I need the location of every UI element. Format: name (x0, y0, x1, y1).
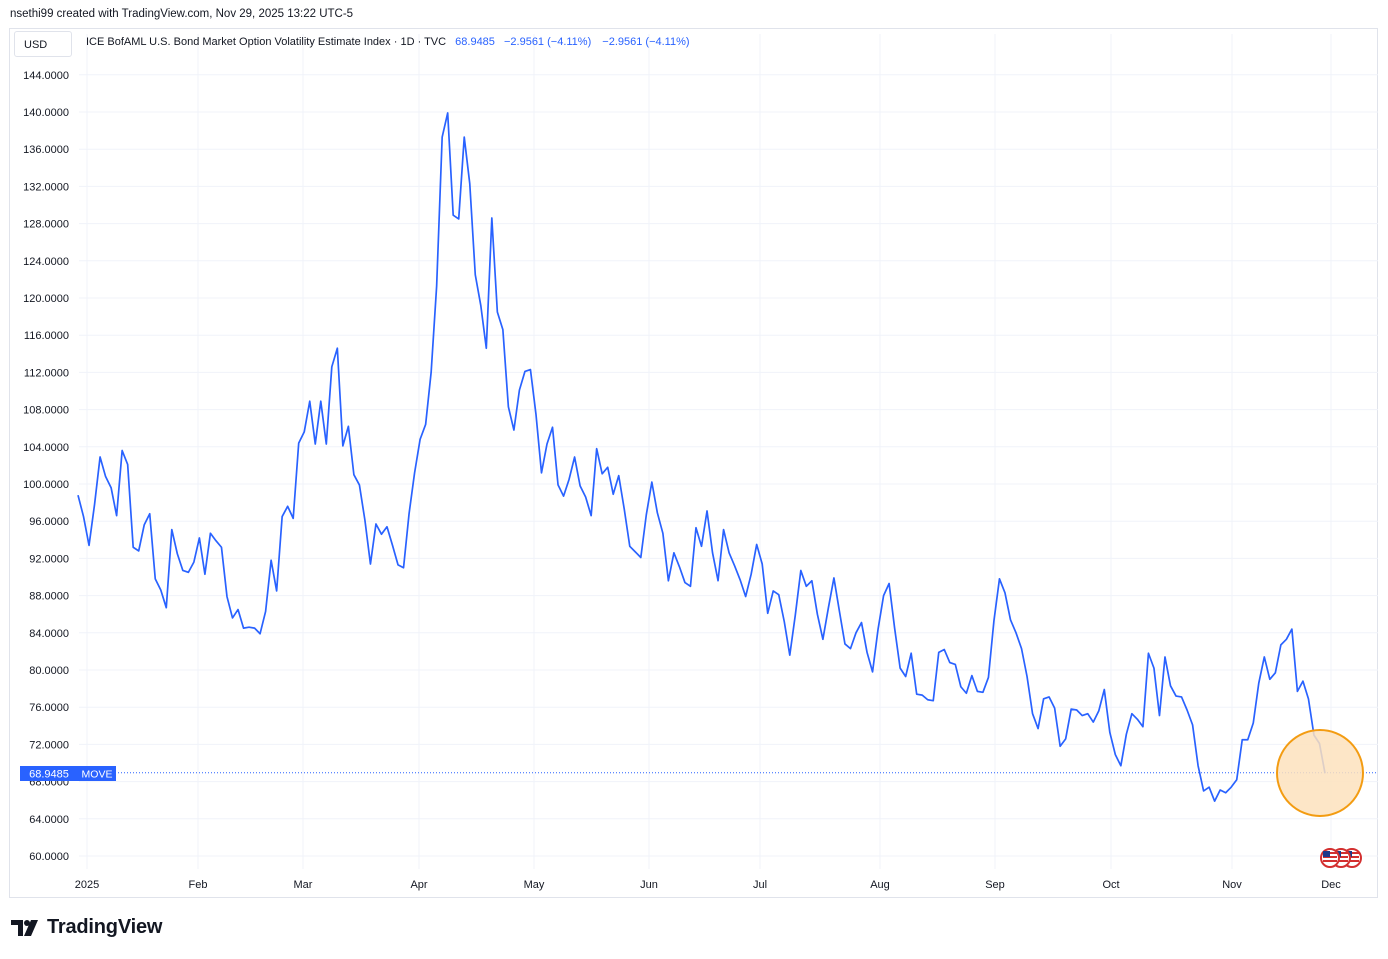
y-axis: 144.0000 140.0000 136.0000 132.0000 128.0000… (23, 70, 69, 863)
y-tick-label: 76.0000 (29, 702, 69, 714)
chart-legend: ICE BofAML U.S. Bond Market Option Volat… (86, 36, 690, 48)
series-line (77, 112, 1326, 802)
chart-frame (9, 28, 1378, 898)
us-flag-icon (1320, 848, 1340, 868)
y-tick-label: 116.0000 (24, 330, 69, 342)
price-label-bg (20, 766, 78, 781)
x-tick-label: Dec (1321, 879, 1341, 891)
y-tick-label: 132.0000 (23, 181, 69, 193)
price-label-value: 68.9485 (29, 769, 69, 781)
x-tick-label: Jun (640, 879, 658, 891)
author-line: nsethi99 created with TradingView.com, N… (10, 8, 354, 20)
us-flag-icons[interactable] (1320, 848, 1362, 868)
x-tick-label: Sep (985, 879, 1005, 891)
x-tick-label: Apr (410, 879, 427, 891)
y-tick-label: 72.0000 (29, 739, 69, 751)
tradingview-logo-icon (11, 919, 38, 936)
y-tick-label: 84.0000 (29, 628, 69, 640)
x-tick-label: Mar (294, 879, 313, 891)
x-tick-label: May (524, 879, 545, 891)
x-tick-label: Oct (1102, 879, 1119, 891)
ticker-label-bg (78, 766, 116, 781)
price-label: 68.9485 MOVE (20, 766, 116, 781)
tradingview-logo[interactable]: TradingView (11, 916, 162, 939)
x-tick-label: Aug (870, 879, 890, 891)
highlight-circle (1276, 729, 1364, 817)
x-axis: 2025 Feb Mar Apr May Jun Jul Aug Sep Oct Nov Dec (75, 879, 1342, 891)
y-tick-label: 128.0000 (23, 219, 69, 231)
y-tick-label: 80.0000 (29, 665, 69, 677)
y-tick-label: 88.0000 (29, 591, 69, 603)
ticker-label: MOVE (82, 769, 113, 781)
y-tick-label: 136.0000 (23, 144, 69, 156)
x-tick-label: Feb (189, 879, 208, 891)
y-tick-label: 92.0000 (29, 553, 69, 565)
y-tick-label: 144.0000 (23, 70, 69, 82)
y-tick-label: 104.0000 (23, 442, 69, 454)
x-tick-label: Nov (1222, 879, 1242, 891)
y-tick-label: 112.0000 (24, 367, 69, 379)
y-tick-label: 96.0000 (29, 516, 69, 528)
y-tick-label: 124.0000 (23, 256, 69, 268)
x-tick-label: 2025 (75, 879, 99, 891)
y-tick-label: 64.0000 (29, 814, 69, 826)
change-value-repeat: −2.9561 (−4.11%) (602, 36, 690, 48)
currency-button[interactable]: USD (14, 31, 72, 57)
y-tick-label: 120.0000 (23, 293, 69, 305)
y-tick-label: 100.0000 (23, 479, 69, 491)
brand-name: TradingView (47, 916, 163, 938)
change-value: −2.9561 (−4.11%) (503, 36, 592, 48)
x-tick-label: Jul (753, 879, 767, 891)
symbol-description[interactable]: ICE BofAML U.S. Bond Market Option Volat… (86, 36, 447, 48)
last-value: 68.9485 (455, 36, 495, 48)
chart-grid (79, 34, 1378, 869)
y-tick-label: 140.0000 (23, 107, 69, 119)
y-tick-label: 60.0000 (29, 851, 69, 863)
y-tick-label: 108.0000 (23, 405, 69, 417)
